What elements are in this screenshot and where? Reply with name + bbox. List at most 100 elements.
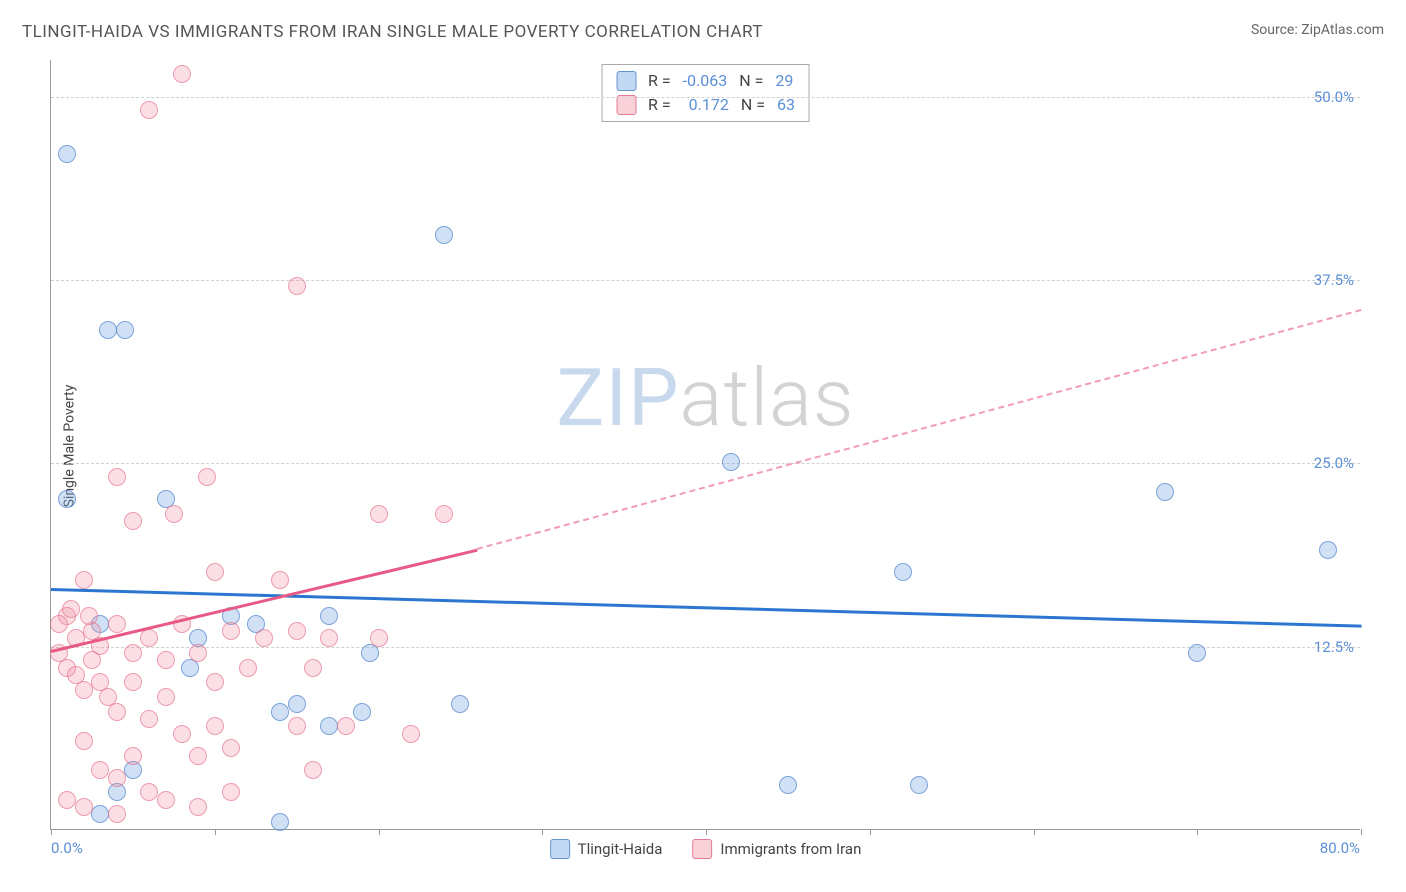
scatter-point [157, 651, 175, 669]
scatter-point [173, 65, 191, 83]
legend-item-series-2: Immigrants from Iran [692, 839, 861, 859]
source-attribution: Source: ZipAtlas.com [1251, 22, 1384, 38]
scatter-point [140, 629, 158, 647]
scatter-point [370, 505, 388, 523]
scatter-point [58, 490, 76, 508]
y-tick-label: 37.5% [1314, 271, 1354, 289]
scatter-point [255, 629, 273, 647]
scatter-point [271, 703, 289, 721]
scatter-point [320, 607, 338, 625]
scatter-point [304, 761, 322, 779]
gridline-horizontal [51, 97, 1360, 98]
plot-area: ZIPatlas R = -0.063 N = 29 R = 0.172 N =… [50, 60, 1360, 830]
scatter-point [222, 739, 240, 757]
scatter-point [222, 783, 240, 801]
scatter-point [58, 145, 76, 163]
scatter-point [320, 717, 338, 735]
scatter-point [206, 717, 224, 735]
scatter-point [124, 747, 142, 765]
scatter-point [108, 468, 126, 486]
scatter-point [288, 622, 306, 640]
gridline-horizontal [51, 647, 1360, 648]
scatter-point [83, 651, 101, 669]
scatter-point [124, 644, 142, 662]
scatter-point [435, 226, 453, 244]
x-tick [51, 829, 52, 835]
scatter-point [337, 717, 355, 735]
scatter-point [894, 563, 912, 581]
scatter-point [222, 622, 240, 640]
y-tick-label: 25.0% [1314, 454, 1354, 472]
scatter-point [1156, 483, 1174, 501]
scatter-point [353, 703, 371, 721]
scatter-point [189, 747, 207, 765]
scatter-point [108, 615, 126, 633]
scatter-point [288, 277, 306, 295]
scatter-point [157, 688, 175, 706]
x-tick [379, 829, 380, 835]
scatter-point [75, 681, 93, 699]
scatter-point [910, 776, 928, 794]
scatter-point [779, 776, 797, 794]
scatter-point [198, 468, 216, 486]
x-tick [706, 829, 707, 835]
scatter-point [271, 813, 289, 831]
scatter-point [173, 725, 191, 743]
scatter-point [50, 615, 68, 633]
stats-row-series-1: R = -0.063 N = 29 [616, 69, 795, 93]
scatter-point [157, 791, 175, 809]
swatch-pink [692, 839, 712, 859]
scatter-point [140, 783, 158, 801]
scatter-point [91, 805, 109, 823]
gridline-horizontal [51, 463, 1360, 464]
swatch-blue [616, 71, 636, 91]
scatter-point [288, 717, 306, 735]
scatter-point [1188, 644, 1206, 662]
scatter-point [80, 607, 98, 625]
scatter-point [435, 505, 453, 523]
watermark: ZIPatlas [556, 351, 854, 445]
scatter-point [124, 512, 142, 530]
x-tick [215, 829, 216, 835]
x-tick [1361, 829, 1362, 835]
stats-legend-box: R = -0.063 N = 29 R = 0.172 N = 63 [601, 64, 810, 122]
x-tick [542, 829, 543, 835]
scatter-point [140, 710, 158, 728]
x-tick [870, 829, 871, 835]
scatter-point [206, 673, 224, 691]
chart-title: TLINGIT-HAIDA VS IMMIGRANTS FROM IRAN SI… [22, 22, 763, 42]
scatter-point [288, 695, 306, 713]
x-tick [1034, 829, 1035, 835]
scatter-point [271, 571, 289, 589]
scatter-point [189, 644, 207, 662]
scatter-point [320, 629, 338, 647]
swatch-pink [616, 95, 636, 115]
swatch-blue [550, 839, 570, 859]
scatter-point [116, 321, 134, 339]
gridline-horizontal [51, 280, 1360, 281]
scatter-point [370, 629, 388, 647]
scatter-point [62, 600, 80, 618]
scatter-point [206, 563, 224, 581]
scatter-point [75, 732, 93, 750]
scatter-point [108, 703, 126, 721]
x-tick [1197, 829, 1198, 835]
scatter-point [75, 571, 93, 589]
legend-item-series-1: Tlingit-Haida [550, 839, 663, 859]
y-tick-label: 50.0% [1314, 88, 1354, 106]
scatter-point [165, 505, 183, 523]
series-legend: Tlingit-Haida Immigrants from Iran [550, 839, 862, 859]
scatter-point [189, 798, 207, 816]
y-tick-label: 12.5% [1314, 638, 1354, 656]
scatter-point [239, 659, 257, 677]
scatter-point [108, 769, 126, 787]
scatter-point [99, 321, 117, 339]
scatter-point [140, 101, 158, 119]
scatter-point [722, 453, 740, 471]
scatter-point [91, 761, 109, 779]
scatter-point [402, 725, 420, 743]
scatter-point [75, 798, 93, 816]
scatter-point [1319, 541, 1337, 559]
trend-line [476, 309, 1361, 550]
scatter-point [124, 673, 142, 691]
